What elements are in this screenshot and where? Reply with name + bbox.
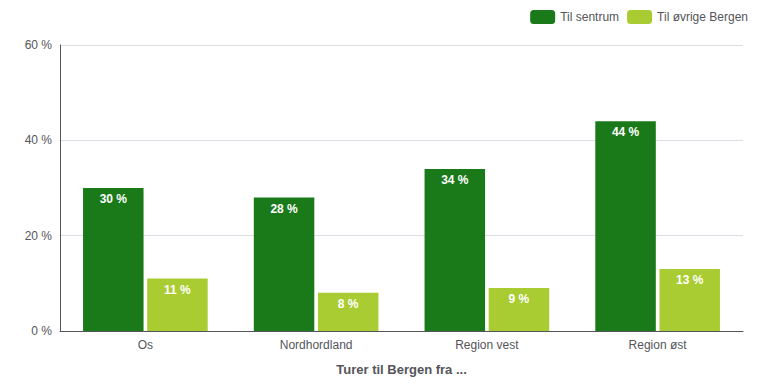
svg-text:8 %: 8 % — [338, 297, 359, 311]
svg-text:Turer til Bergen fra ...: Turer til Bergen fra ... — [336, 362, 467, 377]
svg-text:20 %: 20 % — [25, 229, 53, 243]
svg-text:9 %: 9 % — [509, 292, 530, 306]
svg-text:Til sentrum: Til sentrum — [560, 10, 619, 24]
svg-text:28 %: 28 % — [270, 202, 298, 216]
svg-text:34 %: 34 % — [441, 173, 469, 187]
svg-text:30 %: 30 % — [100, 192, 128, 206]
svg-text:Region øst: Region øst — [629, 338, 688, 352]
svg-text:60 %: 60 % — [25, 38, 53, 52]
svg-text:40 %: 40 % — [25, 133, 53, 147]
svg-text:44 %: 44 % — [612, 125, 640, 139]
svg-text:Os: Os — [138, 338, 153, 352]
svg-text:Region vest: Region vest — [455, 338, 519, 352]
svg-text:13 %: 13 % — [676, 273, 704, 287]
svg-text:0 %: 0 % — [31, 324, 52, 338]
svg-text:Til øvrige Bergen: Til øvrige Bergen — [657, 10, 748, 24]
svg-text:Nordhordland: Nordhordland — [280, 338, 353, 352]
svg-text:11 %: 11 % — [164, 283, 191, 297]
